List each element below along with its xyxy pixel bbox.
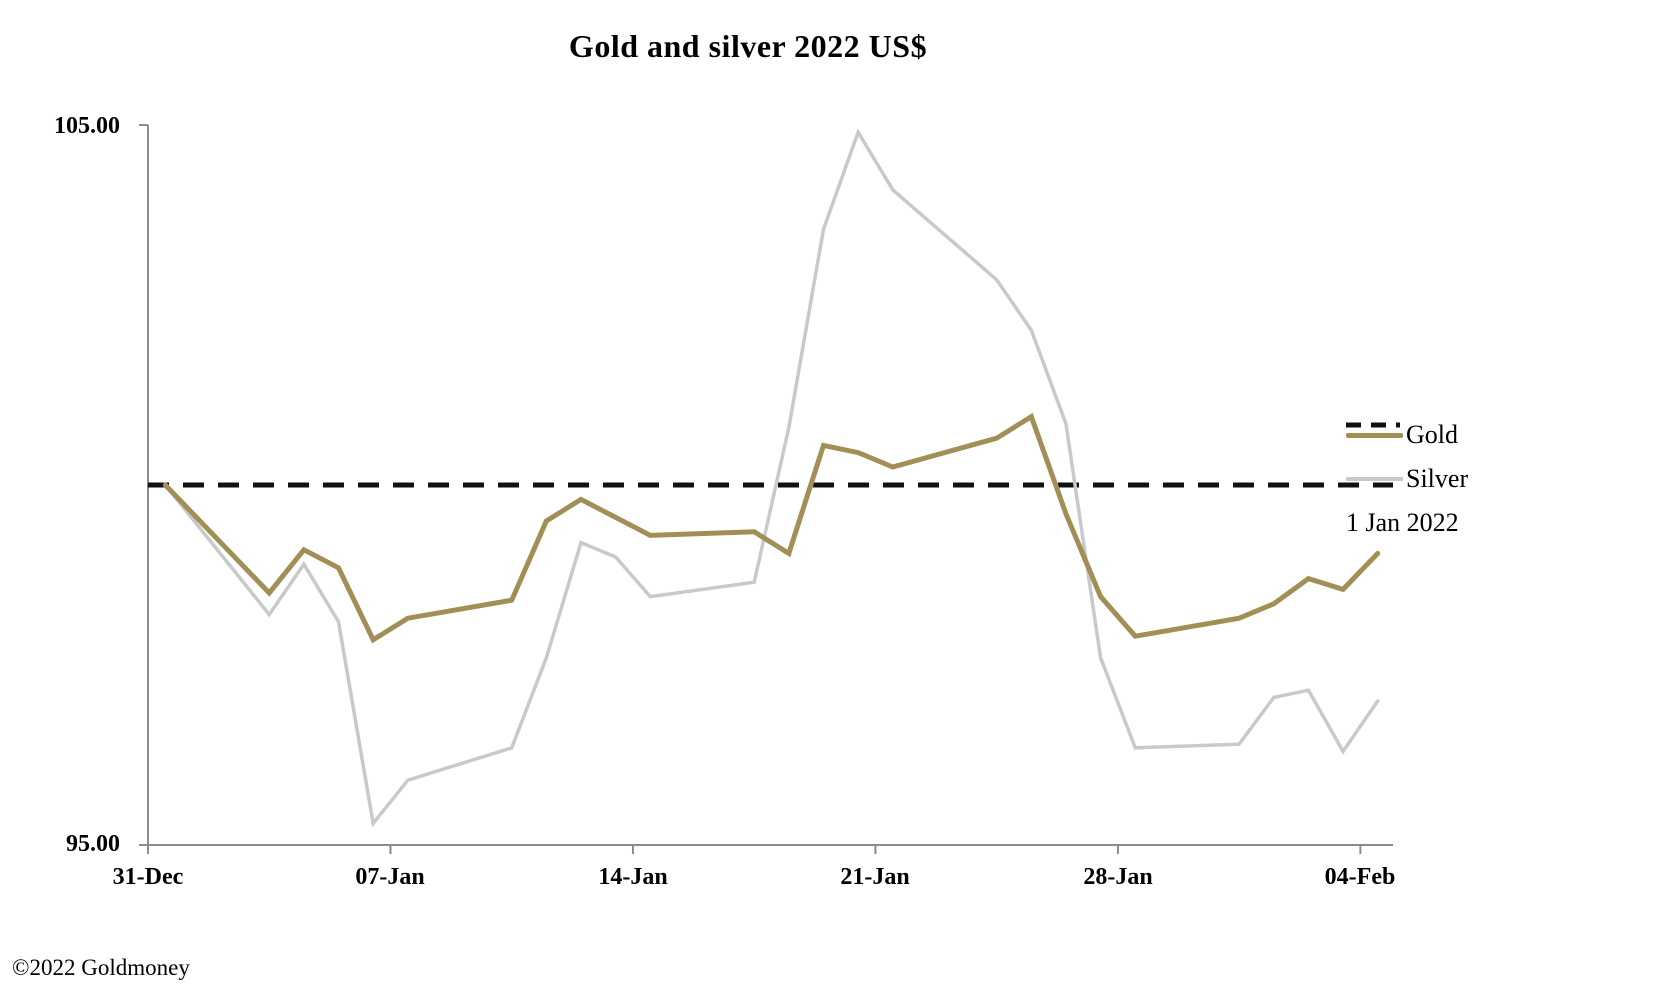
chart-title: Gold and silver 2022 US$ [568, 28, 928, 64]
x-tick-label-31dec: 31-Dec [113, 864, 184, 890]
dashed-line-swatch-icon [1346, 422, 1406, 428]
legend-label-gold: Gold [1406, 420, 1458, 449]
y-tick-label-bottom: 95.00 [66, 831, 120, 857]
x-tick-label-04feb: 04-Feb [1325, 864, 1396, 890]
silver-line-swatch-icon [1346, 477, 1403, 481]
gold-line-swatch-icon [1346, 432, 1403, 438]
x-tick-label-21jan: 21-Jan [840, 864, 909, 890]
legend-label-silver: Silver [1406, 464, 1469, 493]
x-tick-label-14jan: 14-Jan [598, 864, 667, 890]
legend: Gold Silver 1 Jan 2022 [1346, 420, 1468, 552]
legend-item-silver: Silver [1346, 464, 1468, 494]
legend-item-gold: Gold [1346, 420, 1468, 450]
gold-line [162, 412, 1381, 644]
silver-line [163, 128, 1380, 828]
x-tick-label-07jan: 07-Jan [355, 864, 424, 890]
legend-label-reference: 1 Jan 2022 [1346, 508, 1459, 537]
copyright-text: ©2022 Goldmoney [12, 955, 190, 980]
legend-item-reference: 1 Jan 2022 [1346, 422, 1468, 538]
x-tick-label-28jan: 28-Jan [1083, 864, 1152, 890]
y-tick-label-top: 105.00 [54, 113, 120, 139]
